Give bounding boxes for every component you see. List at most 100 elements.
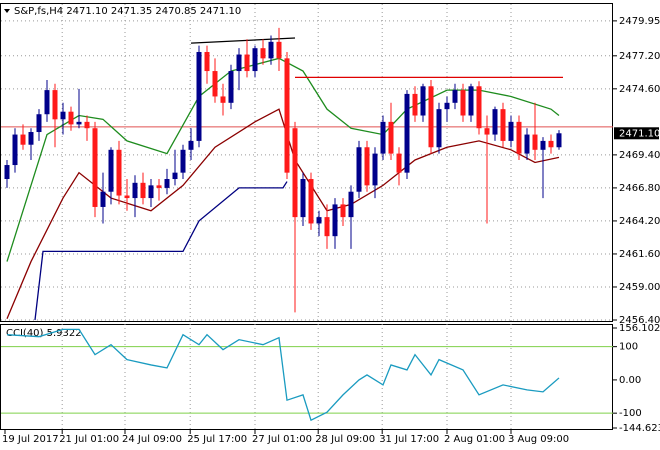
candle-body bbox=[516, 121, 522, 154]
y-tick-label: 2461.60 bbox=[619, 249, 660, 260]
x-tick-label: 19 Jul 2017 bbox=[2, 434, 59, 445]
candle-body bbox=[172, 172, 178, 180]
candle-body bbox=[556, 133, 562, 148]
candle-body bbox=[324, 217, 330, 237]
y-tick-label: 2479.95 bbox=[619, 16, 660, 27]
candle-body bbox=[244, 54, 250, 72]
candle-body bbox=[260, 48, 266, 59]
candle-body bbox=[92, 128, 98, 207]
candle-body bbox=[492, 109, 498, 135]
candle-body bbox=[540, 140, 546, 150]
y-tick-label: 2474.60 bbox=[619, 84, 660, 95]
candle-body bbox=[332, 204, 338, 237]
candle-body bbox=[500, 109, 506, 141]
candle-body bbox=[420, 86, 426, 116]
chart-title: S&P,fs,H4 2471.10 2471.35 2470.85 2471.1… bbox=[14, 6, 241, 17]
candle-body bbox=[124, 195, 130, 199]
candle-body bbox=[380, 121, 386, 154]
candle-body bbox=[52, 90, 58, 120]
candle-body bbox=[28, 132, 34, 145]
candle-body bbox=[460, 90, 466, 116]
candle-body bbox=[452, 90, 458, 103]
x-tick-label: 31 Jul 17:00 bbox=[379, 434, 439, 445]
candle-body bbox=[228, 71, 234, 103]
cci-panel bbox=[0, 324, 613, 430]
candle-body bbox=[60, 111, 66, 120]
y-tick-label: 0.00 bbox=[619, 375, 641, 386]
candle-body bbox=[508, 121, 514, 141]
candle-body bbox=[340, 204, 346, 218]
candle-body bbox=[212, 71, 218, 97]
candle-body bbox=[300, 179, 306, 218]
main-panel bbox=[0, 3, 613, 322]
last-price-box bbox=[614, 127, 659, 140]
overlay-line bbox=[34, 181, 288, 321]
x-tick-label: 28 Jul 09:00 bbox=[315, 434, 375, 445]
y-tick-label: 2466.80 bbox=[619, 183, 660, 194]
x-tick-label: 21 Jul 01:00 bbox=[59, 434, 119, 445]
candle-body bbox=[468, 86, 474, 116]
overlay-line bbox=[190, 37, 296, 44]
candle-body bbox=[484, 128, 490, 135]
candle-body bbox=[156, 185, 162, 188]
candle-body bbox=[348, 191, 354, 218]
menu-arrow[interactable] bbox=[4, 9, 10, 13]
candle-body bbox=[12, 134, 18, 166]
candle-body bbox=[284, 58, 290, 173]
candle-body bbox=[108, 149, 114, 192]
candle-body bbox=[188, 140, 194, 150]
candle-body bbox=[220, 96, 226, 103]
candle-body bbox=[180, 149, 186, 173]
y-tick-label: 2456.40 bbox=[619, 315, 660, 326]
candle-body bbox=[308, 179, 314, 224]
candle-body bbox=[388, 121, 394, 154]
candle-body bbox=[196, 51, 202, 141]
candle-body bbox=[44, 90, 50, 115]
candle-body bbox=[364, 147, 370, 186]
candle-body bbox=[436, 109, 442, 148]
candle-body bbox=[76, 121, 82, 125]
y-tick-label: -144.6231 bbox=[619, 423, 660, 434]
candle-body bbox=[236, 54, 242, 72]
x-tick-label: 27 Jul 01:00 bbox=[252, 434, 312, 445]
candle-body bbox=[428, 86, 434, 148]
x-tick-label: 25 Jul 17:00 bbox=[187, 434, 247, 445]
candle-body bbox=[356, 147, 362, 192]
candle-body bbox=[412, 93, 418, 116]
y-tick-label: 2464.20 bbox=[619, 216, 660, 227]
candle-body bbox=[100, 191, 106, 207]
candle-body bbox=[36, 114, 42, 133]
candle-body bbox=[276, 41, 282, 59]
candle-body bbox=[84, 121, 90, 129]
candle-body bbox=[444, 102, 450, 110]
candle-body bbox=[268, 41, 274, 59]
candle-body bbox=[20, 134, 26, 145]
y-tick-label: 100 bbox=[619, 342, 638, 353]
candle-body bbox=[372, 153, 378, 186]
x-tick-label: 2 Aug 01:00 bbox=[444, 434, 505, 445]
candle-body bbox=[252, 48, 258, 72]
cci-title: CCI(40) 5.9322 bbox=[6, 328, 82, 339]
y-tick-label: 2477.20 bbox=[619, 51, 660, 62]
candle-body bbox=[532, 134, 538, 150]
candle-body bbox=[404, 93, 410, 173]
candle-body bbox=[476, 86, 482, 129]
candle-body bbox=[140, 182, 146, 199]
y-tick-label: -100 bbox=[619, 408, 642, 419]
y-tick-label: 2459.00 bbox=[619, 282, 660, 293]
candle-body bbox=[204, 51, 210, 72]
candle-body bbox=[164, 179, 170, 188]
candle-body bbox=[148, 185, 154, 199]
candle-body bbox=[68, 111, 74, 125]
cci-line bbox=[6, 328, 560, 422]
x-tick-label: 3 Aug 09:00 bbox=[508, 434, 569, 445]
candle-body bbox=[524, 134, 530, 154]
candle-body bbox=[4, 165, 10, 180]
candle-body bbox=[396, 153, 402, 173]
candle-body bbox=[132, 182, 138, 199]
last-price-label: 2471.10 bbox=[619, 128, 660, 139]
candle-body bbox=[316, 217, 322, 224]
x-tick-label: 24 Jul 09:00 bbox=[122, 434, 182, 445]
